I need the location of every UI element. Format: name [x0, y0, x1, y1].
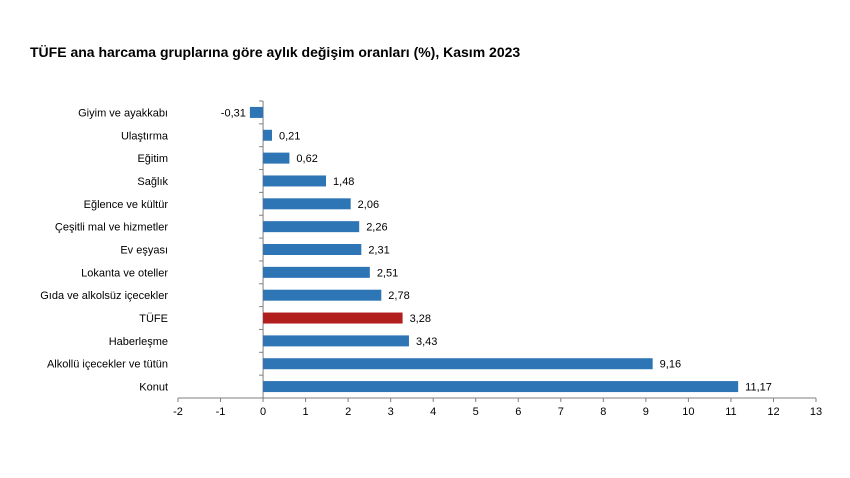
bar: [263, 335, 409, 347]
category-label: Sağlık: [137, 176, 168, 188]
bar: [263, 221, 360, 233]
x-tick-label: 1: [303, 406, 309, 418]
category-label: Giyim ve ayakkabı: [78, 107, 168, 119]
x-tick-label: 2: [345, 406, 351, 418]
value-label: 3,28: [410, 313, 431, 325]
category-label: Eğlence ve kültür: [84, 199, 169, 211]
value-label: 3,43: [416, 336, 437, 348]
bar: [263, 244, 362, 255]
category-label: TÜFE: [139, 313, 168, 325]
x-tick-label: -2: [173, 406, 183, 418]
value-label: 9,16: [660, 359, 681, 371]
bar: [263, 381, 739, 393]
value-label: 1,48: [333, 176, 354, 188]
x-tick-label: -1: [216, 406, 226, 418]
value-label: 2,26: [366, 222, 387, 234]
category-label: Ev eşyası: [120, 245, 168, 257]
bar: [263, 129, 272, 141]
bar: [263, 289, 382, 301]
category-label: Konut: [139, 382, 168, 394]
x-tick-label: 4: [430, 406, 436, 418]
bar: [263, 266, 370, 278]
category-label: Lokanta ve oteller: [81, 267, 168, 279]
x-tick-label: 11: [725, 406, 736, 418]
bar: [263, 312, 403, 324]
category-label: Alkollü içecekler ve tütün: [47, 359, 168, 371]
chart-title: TÜFE ana harcama gruplarına göre aylık d…: [30, 44, 521, 60]
value-label: 2,51: [377, 267, 398, 279]
value-label: 2,31: [368, 245, 389, 257]
category-label: Haberleşme: [109, 336, 168, 348]
x-tick-label: 3: [388, 406, 394, 418]
value-label: 0,21: [279, 130, 300, 142]
x-tick-label: 5: [473, 406, 479, 418]
bar: [263, 152, 290, 164]
x-tick-label: 9: [643, 406, 649, 418]
value-label: 11,17: [745, 382, 772, 394]
bar: [249, 106, 264, 118]
bar: [263, 358, 653, 370]
value-label: 0,62: [296, 153, 317, 165]
x-tick-label: 12: [767, 406, 779, 418]
x-tick-label: 13: [810, 406, 822, 418]
category-label: Çeşitli mal ve hizmetler: [55, 222, 168, 234]
category-label: Gıda ve alkolsüz içecekler: [40, 290, 168, 302]
x-tick-label: 8: [600, 406, 606, 418]
bar: [263, 198, 351, 210]
category-label: Ulaştırma: [121, 130, 169, 142]
x-tick-label: 6: [515, 406, 521, 418]
bar: [263, 175, 327, 187]
value-label: 2,06: [358, 199, 379, 211]
value-label: -0,31: [221, 107, 246, 119]
x-tick-label: 7: [558, 406, 564, 418]
category-label: Eğitim: [137, 153, 168, 165]
x-tick-label: 10: [682, 406, 694, 418]
value-label: 2,78: [388, 290, 409, 302]
x-tick-label: 0: [260, 406, 266, 418]
